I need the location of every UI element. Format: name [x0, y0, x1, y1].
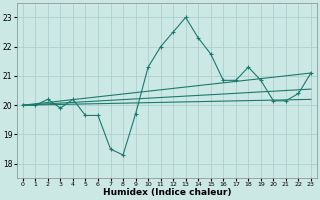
X-axis label: Humidex (Indice chaleur): Humidex (Indice chaleur)	[103, 188, 231, 197]
